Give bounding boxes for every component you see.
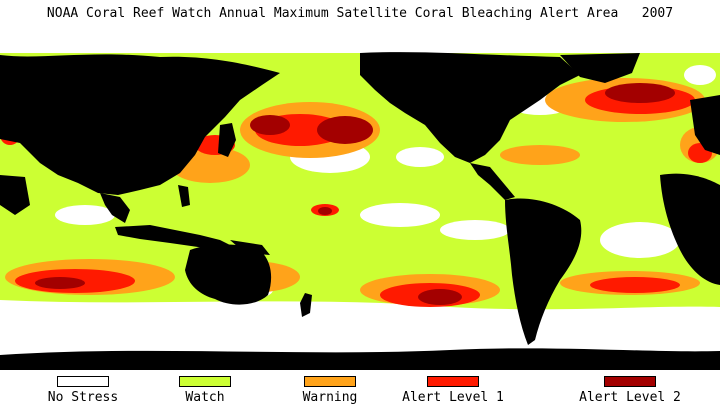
land-south-america xyxy=(505,198,582,345)
land-new-zealand xyxy=(300,293,312,317)
legend-label: No Stress xyxy=(47,390,119,405)
land-indochina xyxy=(100,193,130,223)
land-antarctica xyxy=(0,348,720,370)
land-australia xyxy=(185,244,272,305)
legend-item-alert-level-2: Alert Level 2 xyxy=(570,376,690,405)
land-indonesia xyxy=(115,225,230,248)
legend-label: Warning xyxy=(302,390,358,405)
legend-label: Alert Level 2 xyxy=(579,390,681,405)
land-europe xyxy=(690,95,720,155)
legend-label: Watch xyxy=(185,390,225,405)
map-title: NOAA Coral Reef Watch Annual Maximum Sat… xyxy=(46,6,674,21)
legend-swatch xyxy=(604,376,656,387)
land-africa xyxy=(660,173,720,285)
land-east-asia xyxy=(0,54,280,195)
bleaching-alert-map xyxy=(0,45,720,370)
legend-swatch xyxy=(179,376,231,387)
land-north-america xyxy=(360,52,580,163)
legend-item-watch: Watch xyxy=(145,376,265,405)
legend-item-alert-level-1: Alert Level 1 xyxy=(393,376,513,405)
alert-level-2-regions xyxy=(3,59,675,305)
legend-swatch xyxy=(57,376,109,387)
land-india-edge xyxy=(0,175,30,215)
land-philippines xyxy=(178,185,190,207)
land-new-guinea xyxy=(230,240,270,255)
legend: No Stress Watch Warning Alert Level 1 Al… xyxy=(0,376,720,411)
legend-swatch xyxy=(427,376,479,387)
legend-item-no-stress: No Stress xyxy=(23,376,143,405)
land-greenland xyxy=(560,53,640,83)
legend-item-warning: Warning xyxy=(270,376,390,405)
legend-swatch xyxy=(304,376,356,387)
land-japan xyxy=(218,123,236,157)
land-central-america xyxy=(470,163,515,200)
legend-label: Alert Level 1 xyxy=(402,390,504,405)
land-masses xyxy=(0,52,720,370)
